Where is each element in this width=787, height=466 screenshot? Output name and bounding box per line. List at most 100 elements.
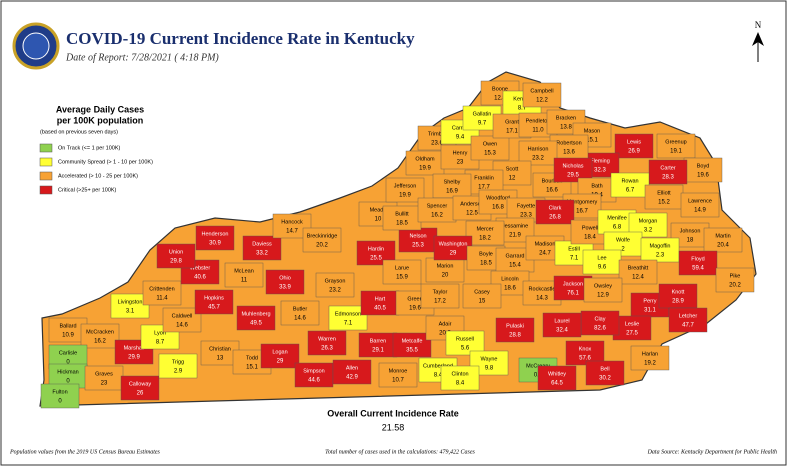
county-rate: 23.3 xyxy=(520,213,532,219)
county-rate: 9.4 xyxy=(456,135,465,141)
county-rate: 45.7 xyxy=(208,305,220,311)
county-name: Morgan xyxy=(639,218,658,224)
county-name: Owsley xyxy=(594,283,612,289)
county xyxy=(382,205,422,231)
county-rate: 16.2 xyxy=(431,213,443,219)
county-name: Martin xyxy=(715,233,730,239)
county-name: Wayne xyxy=(481,356,498,362)
county xyxy=(332,359,372,385)
county-rate: 42.9 xyxy=(346,375,358,381)
county-rate: 31.1 xyxy=(644,308,656,314)
county-name: Menifee xyxy=(607,215,627,221)
county-name: Allen xyxy=(346,365,358,371)
county-rate: 26.9 xyxy=(628,149,640,155)
overall-value: 21.58 xyxy=(382,422,405,432)
county-name: Washington xyxy=(439,241,468,247)
county-name: Pendleton xyxy=(526,118,551,124)
county-rate: 23.6 xyxy=(431,141,443,147)
county xyxy=(420,283,460,309)
county xyxy=(242,235,282,261)
county-name: Hancock xyxy=(281,219,303,225)
county-name: Clinton xyxy=(451,371,468,377)
county-rate: 30.9 xyxy=(209,241,221,247)
county-rate: 18.5 xyxy=(396,221,408,227)
county xyxy=(610,172,650,198)
county-name: Webster xyxy=(190,265,211,271)
county-rate: 0 xyxy=(66,379,70,385)
county-name: Greenup xyxy=(665,139,686,145)
north-label: N xyxy=(755,20,762,30)
county xyxy=(495,317,535,343)
county-name: Perry xyxy=(643,298,656,304)
county-name: Bourbon xyxy=(542,178,563,184)
county xyxy=(405,150,445,176)
county-name: Taylor xyxy=(433,289,448,295)
county-rate: 57.6 xyxy=(579,356,591,362)
report-date: Date of Report: 7/28/2021 ( 4:18 PM) xyxy=(65,52,219,63)
county-rate: 14.9 xyxy=(694,208,706,214)
county-rate: 29.9 xyxy=(128,355,140,361)
county-name: Hopkins xyxy=(204,295,224,301)
county-name: Spencer xyxy=(427,203,448,209)
county-name: Knott xyxy=(672,289,685,295)
county-name: Harrison xyxy=(528,146,549,152)
legend-label: Community Spread (> 1 - 10 per 100K) xyxy=(58,159,153,165)
county xyxy=(656,133,696,159)
county xyxy=(392,332,432,358)
county-rate: 40.5 xyxy=(374,306,386,312)
county-name: Trigg xyxy=(172,359,184,365)
county-rate: 19.6 xyxy=(697,173,709,179)
county-name: Ohio xyxy=(279,275,291,281)
county-name: Clay xyxy=(594,316,605,322)
county-rate: 12.8 xyxy=(494,96,506,102)
county-rate: 21.9 xyxy=(509,233,521,239)
county-name: Grant xyxy=(505,119,519,125)
county xyxy=(360,290,400,316)
county-rate: 23 xyxy=(101,381,108,387)
county-name: Montgomery xyxy=(567,199,598,205)
county-rate: 28.9 xyxy=(672,299,684,305)
footer-right: Data Source: Kentucky Department for Pub… xyxy=(647,448,777,455)
county xyxy=(40,383,80,409)
county xyxy=(630,345,670,371)
county-name: McCracken xyxy=(86,329,114,335)
county-rate: 13 xyxy=(217,356,224,362)
county-name: Knox xyxy=(579,346,592,352)
county-rate: 11 xyxy=(241,278,248,284)
county-name: Breckinridge xyxy=(307,233,338,239)
county xyxy=(535,199,575,225)
county xyxy=(425,257,465,283)
county-name: Boyle xyxy=(479,251,493,257)
county-name: Boone xyxy=(492,86,508,92)
county-name: Jackson xyxy=(563,281,583,287)
county-rate: 64.5 xyxy=(551,381,563,387)
county-rate: 5.6 xyxy=(461,346,470,352)
county-rate: 2.9 xyxy=(174,369,183,375)
county-rate: 26.8 xyxy=(549,215,561,221)
county xyxy=(658,283,698,309)
county-name: Fulton xyxy=(52,389,67,395)
county-name: Cumberland xyxy=(423,363,453,369)
county-rate: 16.6 xyxy=(546,188,558,194)
county-name: Jefferson xyxy=(394,183,417,189)
county-name: Leslie xyxy=(625,321,639,327)
county xyxy=(328,305,368,331)
county-rate: 19.9 xyxy=(419,166,431,172)
county xyxy=(715,267,755,293)
county xyxy=(194,289,234,315)
county xyxy=(385,177,425,203)
title: COVID-19 Current Incidence Rate in Kentu… xyxy=(66,29,415,48)
county-name: Logan xyxy=(272,349,287,355)
county-name: Livingston xyxy=(118,299,143,305)
county-name: Meade xyxy=(370,207,387,213)
county xyxy=(680,192,720,218)
county-rate: 17.7 xyxy=(478,185,490,191)
county-name: Estill xyxy=(568,246,580,252)
county xyxy=(432,173,472,199)
county-rate: 3.2 xyxy=(644,228,653,234)
county-name: Casey xyxy=(474,289,490,295)
county-rate: 35.5 xyxy=(406,348,418,354)
county-name: Oldham xyxy=(415,156,435,162)
county xyxy=(110,293,150,319)
